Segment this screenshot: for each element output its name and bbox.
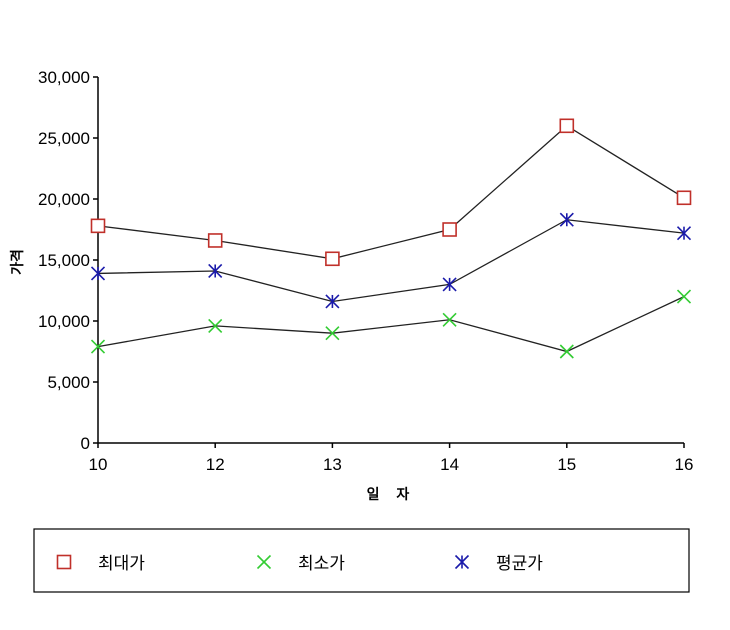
data-point-2-3 — [325, 326, 340, 341]
data-point-2-6 — [676, 289, 692, 304]
data-point-2-4 — [442, 312, 457, 327]
legend: 최대가 최소가 평균가 — [33, 528, 690, 593]
data-point-1-2 — [207, 233, 223, 248]
y-tick-label: 5,000 — [47, 373, 90, 392]
x-tick-label: 14 — [440, 455, 459, 474]
legend-marker-1 — [56, 554, 72, 570]
x-tick-label: 15 — [557, 455, 576, 474]
data-point-1-5 — [559, 118, 575, 134]
data-point-1-6 — [676, 190, 692, 206]
legend-box — [33, 528, 690, 593]
x-tick-label: 12 — [206, 455, 225, 474]
y-tick-label: 30,000 — [38, 68, 90, 87]
x-marker-stroke — [256, 554, 272, 570]
y-tick-label: 10,000 — [38, 312, 90, 331]
data-point-3-5 — [559, 212, 574, 227]
series-lines — [97, 124, 685, 353]
asterisk-marker-stroke — [676, 226, 692, 241]
data-point-1-3 — [325, 251, 340, 267]
legend-label-1: 최대가 — [98, 554, 145, 574]
legend-marker-3 — [454, 554, 470, 570]
legend-label-2: 최소가 — [298, 554, 345, 574]
asterisk-marker-stroke — [325, 294, 340, 309]
data-point-3-1 — [90, 266, 106, 281]
data-point-3-4 — [442, 277, 457, 292]
x-marker-stroke — [676, 289, 692, 304]
x-axis-title: 일 자 — [367, 487, 416, 503]
data-point-2-2 — [208, 318, 223, 333]
y-tick-label: 0 — [81, 434, 90, 453]
x-tick-label: 10 — [89, 455, 108, 474]
series-line-3 — [97, 219, 685, 303]
data-point-3-6 — [676, 226, 692, 241]
x-marker-stroke — [208, 318, 223, 333]
x-tick-label: 13 — [323, 455, 342, 474]
data-point-2-1 — [90, 339, 106, 354]
series-line-1 — [97, 124, 685, 260]
asterisk-marker-stroke — [442, 277, 457, 292]
series-markers — [90, 118, 692, 359]
data-point-3-3 — [325, 294, 340, 309]
y-tick-label: 20,000 — [38, 190, 90, 209]
data-point-1-1 — [90, 218, 106, 234]
series-line-2 — [97, 296, 685, 353]
asterisk-marker-stroke — [559, 212, 574, 227]
y-tick-label: 25,000 — [38, 129, 90, 148]
legend-label-3: 평균가 — [496, 554, 543, 574]
data-point-3-2 — [208, 263, 223, 279]
asterisk-marker-stroke — [208, 263, 223, 279]
x-tick-label: 16 — [675, 455, 694, 474]
asterisk-marker-stroke — [454, 554, 470, 570]
data-point-2-5 — [559, 344, 574, 359]
axes: 0 5,000 10,000 15,000 20,000 25,000 30,000 10 12… — [38, 68, 693, 474]
y-axis-title: 가격 — [9, 249, 26, 275]
y-tick-label: 15,000 — [38, 251, 90, 270]
x-marker-stroke — [559, 344, 574, 359]
x-marker-stroke — [90, 339, 106, 354]
x-marker-stroke — [325, 326, 340, 341]
legend-marker-2 — [256, 554, 272, 570]
data-point-1-4 — [442, 222, 457, 237]
x-marker-stroke — [442, 312, 457, 327]
asterisk-marker-stroke — [90, 266, 106, 281]
